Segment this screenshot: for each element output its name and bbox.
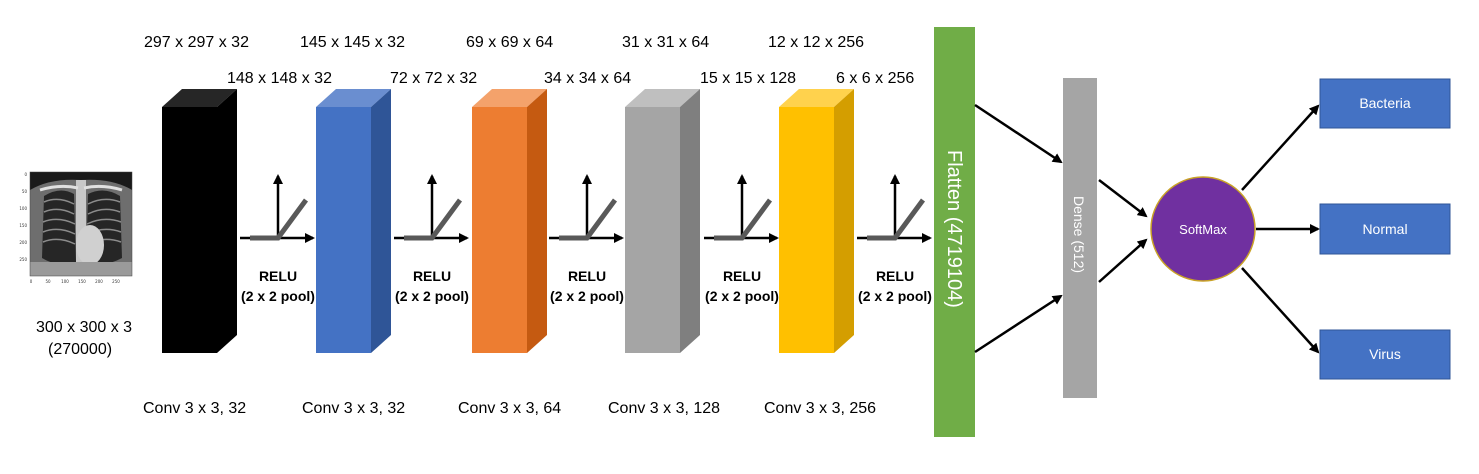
pool-label: (2 x 2 pool)	[858, 288, 932, 304]
pool-label: (2 x 2 pool)	[705, 288, 779, 304]
dense-layer: Dense (512)	[1063, 78, 1097, 398]
dense-to-softmax-arrow-top	[1098, 179, 1148, 218]
conv-layer-label: Conv 3 x 3, 32	[302, 400, 405, 417]
xray-y-tick: 250	[19, 257, 27, 262]
xray-y-tick: 50	[22, 189, 28, 194]
relu-label: RELU	[413, 268, 451, 284]
xray-x-tick: 150	[78, 279, 86, 284]
output-label: Normal	[1362, 221, 1407, 237]
block-side-face	[527, 89, 547, 353]
relu-curve	[867, 198, 926, 241]
output-bacteria: Bacteria	[1319, 78, 1451, 129]
block-top-face	[316, 89, 391, 107]
output-normal: Normal	[1319, 203, 1451, 255]
block-top-face	[779, 89, 854, 107]
output-label: Virus	[1369, 346, 1401, 362]
block-front-face	[316, 107, 371, 353]
input-count-label: (270000)	[48, 341, 112, 358]
pool-output-size: 15 x 15 x 128	[700, 70, 796, 87]
input-size-label: 300 x 300 x 3	[36, 319, 132, 336]
xray-y-ticks: 0 50 100 150 200 250	[19, 172, 27, 262]
block-front-face	[162, 107, 217, 353]
flatten-label: Flatten (4719104)	[943, 150, 965, 308]
conv-block-2: 145 x 145 x 32 72 x 72 x 32 Conv 3 x 3, 32	[300, 34, 477, 417]
conv-output-size: 297 x 297 x 32	[144, 34, 249, 51]
softmax-node: SoftMax	[1150, 176, 1256, 282]
conv-blocks: 297 x 297 x 32 148 x 148 x 32 Conv 3 x 3, …	[143, 34, 932, 417]
block-front-face	[472, 107, 527, 353]
xray-x-tick: 0	[30, 279, 33, 284]
relu-activation-icon: RELU (2 x 2 pool)	[240, 174, 315, 304]
xray-y-tick: 200	[19, 240, 27, 245]
xray-x-tick: 50	[45, 279, 51, 284]
softmax-to-bacteria-arrow	[1241, 104, 1320, 191]
relu-curve	[559, 198, 618, 241]
softmax-to-virus-arrow	[1241, 267, 1320, 354]
dense-label: Dense (512)	[1071, 196, 1087, 273]
output-virus: Virus	[1319, 329, 1451, 380]
flatten-to-dense-arrow-bottom	[974, 294, 1063, 354]
pool-output-size: 34 x 34 x 64	[544, 70, 631, 87]
relu-activation-icon: RELU (2 x 2 pool)	[857, 174, 932, 304]
relu-activation-icon: RELU (2 x 2 pool)	[704, 174, 779, 304]
pool-label: (2 x 2 pool)	[241, 288, 315, 304]
xray-x-ticks: 0 50 100 150 200 250	[30, 279, 121, 284]
conv-block-4: 31 x 31 x 64 15 x 15 x 128 Conv 3 x 3, 128	[608, 34, 796, 417]
xray-y-tick: 150	[19, 223, 27, 228]
pool-output-size: 72 x 72 x 32	[390, 70, 477, 87]
relu-curve	[404, 198, 463, 241]
block-side-face	[680, 89, 700, 353]
flatten-layer: Flatten (4719104)	[934, 27, 975, 437]
xray-y-tick: 100	[19, 206, 27, 211]
conv-layer-label: Conv 3 x 3, 64	[458, 400, 561, 417]
block-front-face	[625, 107, 680, 353]
conv-layer-label: Conv 3 x 3, 256	[764, 400, 876, 417]
block-top-face	[162, 89, 237, 107]
relu-activation-icon: RELU (2 x 2 pool)	[549, 174, 624, 304]
block-front-face	[779, 107, 834, 353]
input-xray-image	[29, 171, 133, 277]
relu-curve	[714, 198, 773, 241]
block-top-face	[625, 89, 700, 107]
conv-block-5: 12 x 12 x 256 6 x 6 x 256 Conv 3 x 3, 256	[764, 34, 914, 417]
block-side-face	[834, 89, 854, 353]
xray-x-tick: 250	[112, 279, 120, 284]
pool-label: (2 x 2 pool)	[395, 288, 469, 304]
pool-output-size: 148 x 148 x 32	[227, 70, 332, 87]
conv-output-size: 69 x 69 x 64	[466, 34, 553, 51]
conv-layer-label: Conv 3 x 3, 32	[143, 400, 246, 417]
relu-activation-icon: RELU (2 x 2 pool)	[394, 174, 469, 304]
conv-output-size: 31 x 31 x 64	[622, 34, 709, 51]
relu-curve	[250, 198, 309, 241]
block-side-face	[371, 89, 391, 353]
softmax-label: SoftMax	[1179, 222, 1227, 237]
xray-x-tick: 100	[61, 279, 69, 284]
output-label: Bacteria	[1359, 95, 1411, 111]
conv-block-3: 69 x 69 x 64 34 x 34 x 64 Conv 3 x 3, 64	[458, 34, 631, 417]
block-top-face	[472, 89, 547, 107]
relu-label: RELU	[723, 268, 761, 284]
relu-label: RELU	[568, 268, 606, 284]
conv-layer-label: Conv 3 x 3, 128	[608, 400, 720, 417]
xray-x-tick: 200	[95, 279, 103, 284]
flatten-to-dense-arrow-top	[974, 103, 1063, 164]
block-side-face	[217, 89, 237, 353]
conv-output-size: 12 x 12 x 256	[768, 34, 864, 51]
relu-label: RELU	[876, 268, 914, 284]
pool-output-size: 6 x 6 x 256	[836, 70, 914, 87]
conv-output-size: 145 x 145 x 32	[300, 34, 405, 51]
relu-label: RELU	[259, 268, 297, 284]
conv-block-1: 297 x 297 x 32 148 x 148 x 32 Conv 3 x 3, …	[143, 34, 332, 417]
dense-to-softmax-arrow-bottom	[1098, 238, 1148, 283]
pool-label: (2 x 2 pool)	[550, 288, 624, 304]
xray-y-tick: 0	[24, 172, 27, 177]
